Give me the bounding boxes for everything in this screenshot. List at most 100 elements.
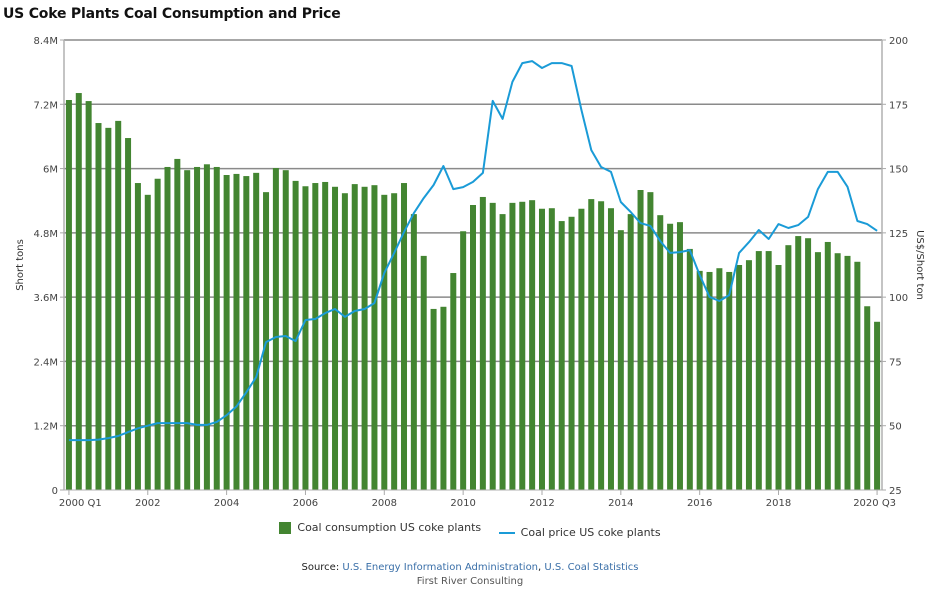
left-tick-label: 8.4M xyxy=(33,36,58,47)
x-tick-label: 2000 Q1 xyxy=(59,498,102,509)
bar xyxy=(65,100,72,490)
bar xyxy=(95,123,102,491)
right-tick-label: 75 xyxy=(889,357,902,368)
bar xyxy=(795,236,802,490)
right-tick-label: 150 xyxy=(889,165,908,176)
bar xyxy=(233,173,240,490)
bar xyxy=(341,193,348,490)
right-axis-ticks: 25 50 75 100 125 150 175 200 xyxy=(882,36,908,497)
bar xyxy=(351,184,358,490)
x-tick-label: 2018 xyxy=(766,498,791,509)
bar xyxy=(203,164,210,491)
x-tick-label: 2010 xyxy=(450,498,475,509)
bar xyxy=(834,253,841,490)
x-tick-label: 2020 Q3 xyxy=(853,498,896,509)
left-tick-label: 2.4M xyxy=(33,357,58,368)
bar xyxy=(332,186,339,491)
bar xyxy=(420,255,427,490)
source-separator: , xyxy=(538,562,542,573)
bar xyxy=(617,230,624,490)
bar xyxy=(805,238,812,490)
bar xyxy=(470,205,476,490)
chart-area: 0 1.2M 2.4M 3.6M 4.8M 6M 7.2M 8.4M 25 50 75 100 125… xyxy=(15,36,925,509)
bar xyxy=(440,306,447,490)
legend-item-consumption[interactable]: Coal consumption US coke plants xyxy=(279,521,481,534)
bar xyxy=(213,166,220,490)
x-tick-label: 2004 xyxy=(214,498,239,509)
right-tick-label: 25 xyxy=(889,486,902,497)
left-tick-label: 3.6M xyxy=(33,293,58,304)
bar xyxy=(874,321,881,490)
bar xyxy=(775,265,782,490)
bar xyxy=(430,308,437,490)
left-axis-ticks: 0 1.2M 2.4M 3.6M 4.8M 6M 7.2M 8.4M xyxy=(33,36,64,497)
x-tick-label: 2006 xyxy=(293,498,318,509)
bar xyxy=(854,261,861,490)
bar xyxy=(538,208,545,490)
bar xyxy=(410,214,417,490)
axes xyxy=(63,40,883,491)
bar xyxy=(401,183,408,491)
bar xyxy=(864,306,871,490)
bar xyxy=(509,202,516,490)
x-tick-label: 2016 xyxy=(687,498,712,509)
bar xyxy=(696,270,703,490)
bar xyxy=(164,166,171,490)
x-tick-label: 2014 xyxy=(608,498,633,509)
bar xyxy=(785,245,792,490)
bar xyxy=(154,178,161,490)
left-tick-label: 1.2M xyxy=(33,422,58,433)
bar xyxy=(302,186,309,490)
bar xyxy=(292,180,299,490)
bar xyxy=(627,214,634,490)
bar-series xyxy=(65,93,881,491)
bar xyxy=(824,241,831,490)
left-tick-label: 7.2M xyxy=(33,100,58,111)
bar xyxy=(85,101,92,491)
left-tick-label: 6M xyxy=(43,165,58,176)
bar xyxy=(115,120,122,491)
bar xyxy=(134,183,141,491)
bar xyxy=(391,193,398,490)
bar xyxy=(194,166,201,490)
right-tick-label: 200 xyxy=(889,36,908,47)
bar xyxy=(568,216,575,491)
bar xyxy=(647,192,654,490)
bar xyxy=(755,251,762,490)
bar xyxy=(479,196,486,490)
bar xyxy=(312,183,319,491)
legend-label-price: Coal price US coke plants xyxy=(520,526,661,539)
right-axis-title: US$/Short ton xyxy=(914,230,925,300)
chart-title: US Coke Plants Coal Consumption and Pric… xyxy=(3,6,341,22)
bar xyxy=(657,215,664,490)
left-tick-label: 4.8M xyxy=(33,229,58,240)
bar xyxy=(706,271,713,490)
source-link-coal-statistics[interactable]: U.S. Coal Statistics xyxy=(544,562,639,573)
bar xyxy=(282,170,289,490)
bar xyxy=(716,268,723,490)
bar xyxy=(460,231,467,490)
bar-swatch-icon xyxy=(279,521,292,534)
bar xyxy=(726,271,733,490)
legend-item-price[interactable]: Coal price US coke plants xyxy=(498,526,661,539)
line-series xyxy=(68,60,878,442)
right-tick-label: 100 xyxy=(889,293,908,304)
bar xyxy=(361,186,368,491)
bar xyxy=(548,208,555,490)
bar xyxy=(607,208,614,490)
bar xyxy=(686,248,693,490)
credit-line: First River Consulting xyxy=(416,576,524,587)
bar xyxy=(578,208,585,490)
bar xyxy=(588,199,595,490)
bar xyxy=(676,222,683,490)
bar xyxy=(529,200,536,490)
bar xyxy=(667,223,674,490)
source-link-eia[interactable]: U.S. Energy Information Administration xyxy=(342,562,539,573)
left-tick-label: 0 xyxy=(52,486,58,497)
left-axis-title: Short tons xyxy=(15,239,26,291)
bar xyxy=(558,221,565,491)
x-tick-label: 2008 xyxy=(372,498,397,509)
right-tick-label: 175 xyxy=(889,100,908,111)
bar xyxy=(105,127,112,490)
bar xyxy=(736,265,743,490)
